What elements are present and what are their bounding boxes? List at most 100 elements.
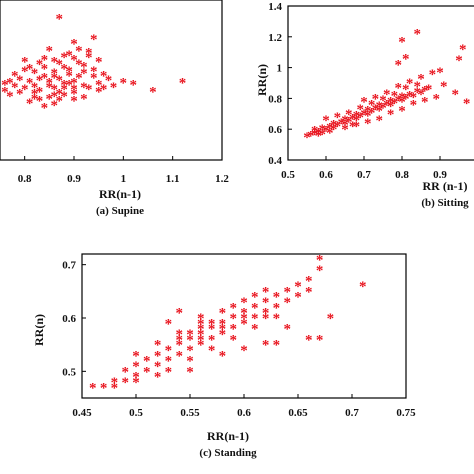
data-point: *: [75, 57, 83, 73]
data-point: *: [379, 101, 387, 117]
data-point: *: [6, 89, 14, 105]
data-point: *: [440, 79, 448, 95]
data-point: *: [387, 95, 395, 111]
data-point: *: [394, 81, 402, 97]
data-point: *: [360, 107, 368, 123]
data-point: *: [273, 290, 281, 306]
data-point: *: [90, 32, 98, 48]
y-axis-title: RR(n): [255, 64, 269, 96]
data-point: *: [262, 306, 270, 322]
data-point: *: [413, 79, 421, 95]
data-point: *: [175, 306, 183, 322]
data-point: *: [334, 119, 342, 135]
data-point: *: [70, 36, 78, 52]
data-point: *: [65, 68, 73, 84]
data-point: *: [1, 78, 9, 94]
data-point: *: [175, 338, 183, 354]
data-point: *: [208, 343, 216, 359]
data-point: *: [65, 64, 73, 80]
data-point: *: [219, 316, 227, 332]
data-point: *: [46, 43, 54, 59]
data-point: *: [175, 327, 183, 343]
data-point: *: [294, 279, 302, 295]
x-tick-label: 0.45: [72, 407, 92, 419]
y-tick-labels: 0.4 0.6 0.8 1 1.2 1.4: [268, 1, 292, 167]
data-point: *: [26, 62, 34, 78]
data-point: *: [305, 274, 313, 290]
data-point: *: [31, 91, 39, 107]
data-point: *: [410, 90, 418, 106]
data-point: *: [330, 122, 338, 138]
data-point: *: [229, 322, 237, 338]
data-point: *: [60, 82, 68, 98]
data-point: *: [459, 42, 467, 58]
data-point: *: [70, 94, 78, 110]
data-point: *: [70, 82, 78, 98]
data-point: *: [353, 108, 361, 124]
data-point: *: [273, 311, 281, 327]
data-point: *: [197, 338, 205, 354]
data-point: *: [165, 364, 173, 380]
panel-caption: (b) Sitting: [421, 197, 469, 209]
marker-group: ****************************************…: [1, 11, 186, 116]
data-point: *: [51, 98, 59, 114]
data-point: *: [421, 95, 429, 111]
data-point: *: [70, 75, 78, 91]
data-point: *: [36, 73, 44, 89]
data-point: *: [356, 110, 364, 126]
data-point: *: [262, 295, 270, 311]
data-point: *: [208, 316, 216, 332]
x-axis-title: RR(n-1): [207, 429, 249, 443]
data-point: *: [402, 82, 410, 98]
x-tick-label: 0.5: [129, 407, 143, 419]
data-point: *: [372, 102, 380, 118]
x-tick-label: 0.75: [396, 407, 416, 419]
data-point: *: [315, 125, 323, 141]
data-point: *: [75, 71, 83, 87]
data-point: *: [240, 311, 248, 327]
data-point: *: [80, 66, 88, 82]
data-point: *: [154, 348, 162, 364]
data-point: *: [95, 78, 103, 94]
data-point: *: [341, 113, 349, 129]
data-point: *: [353, 113, 361, 129]
x-tick-label: 0.5: [281, 169, 295, 181]
data-point: *: [360, 95, 368, 111]
data-point: *: [51, 89, 59, 105]
data-point: *: [80, 80, 88, 96]
data-point: *: [375, 99, 383, 115]
data-point: *: [111, 375, 119, 391]
x-tick-labels: 0.5 0.6 0.7 0.8 0.9: [281, 156, 447, 181]
data-point: *: [398, 104, 406, 120]
data-point: *: [132, 375, 140, 391]
data-point: *: [364, 108, 372, 124]
data-point: *: [229, 311, 237, 327]
data-point: *: [326, 121, 334, 137]
data-point: *: [273, 300, 281, 316]
data-point: *: [334, 110, 342, 126]
data-point: *: [394, 93, 402, 109]
data-point: *: [330, 118, 338, 134]
data-point: *: [251, 290, 259, 306]
data-point: *: [55, 73, 63, 89]
data-point: *: [46, 91, 54, 107]
data-point: *: [364, 104, 372, 120]
data-point: *: [70, 52, 78, 68]
data-point: *: [432, 91, 440, 107]
data-point: *: [316, 252, 324, 268]
data-point: *: [175, 348, 183, 364]
data-point: *: [341, 122, 349, 138]
x-axis-title: RR (n-1): [423, 179, 468, 193]
data-point: *: [262, 311, 270, 327]
x-axis-title: RR(n-1): [99, 187, 141, 201]
data-point: *: [60, 62, 68, 78]
data-point: *: [105, 73, 113, 89]
data-point: *: [368, 98, 376, 114]
data-point: *: [95, 55, 103, 71]
data-point: *: [165, 354, 173, 370]
data-point: *: [65, 78, 73, 94]
data-point: *: [398, 90, 406, 106]
data-point: *: [121, 364, 129, 380]
data-point: *: [240, 295, 248, 311]
data-point: *: [154, 338, 162, 354]
